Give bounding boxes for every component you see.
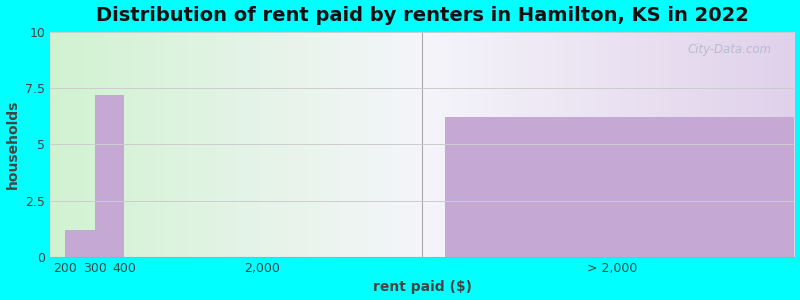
Title: Distribution of rent paid by renters in Hamilton, KS in 2022: Distribution of rent paid by renters in …: [96, 6, 749, 25]
Bar: [94, 95, 125, 257]
Bar: [65, 230, 94, 257]
Y-axis label: households: households: [6, 100, 19, 189]
Bar: [445, 117, 794, 257]
Text: City-Data.com: City-Data.com: [688, 43, 772, 56]
X-axis label: rent paid ($): rent paid ($): [373, 280, 472, 294]
